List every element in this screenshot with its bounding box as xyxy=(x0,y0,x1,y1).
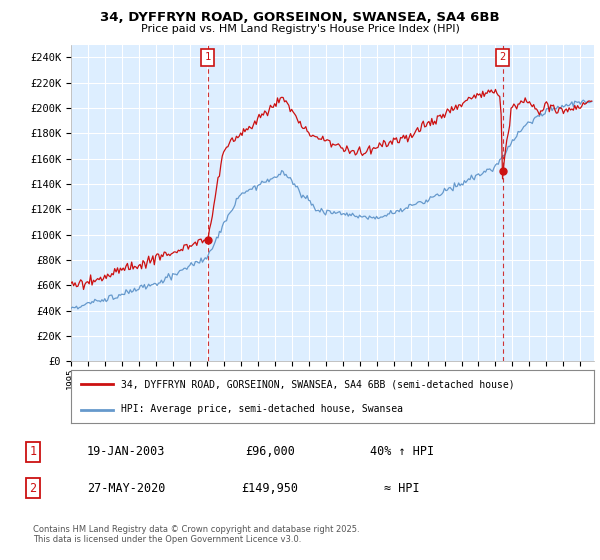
Text: HPI: Average price, semi-detached house, Swansea: HPI: Average price, semi-detached house,… xyxy=(121,404,403,414)
Text: 34, DYFFRYN ROAD, GORSEINON, SWANSEA, SA4 6BB (semi-detached house): 34, DYFFRYN ROAD, GORSEINON, SWANSEA, SA… xyxy=(121,380,514,390)
Text: Price paid vs. HM Land Registry's House Price Index (HPI): Price paid vs. HM Land Registry's House … xyxy=(140,24,460,34)
Text: £96,000: £96,000 xyxy=(245,445,295,459)
Text: 1: 1 xyxy=(29,445,37,459)
Text: ≈ HPI: ≈ HPI xyxy=(384,482,420,495)
Text: 1: 1 xyxy=(205,53,211,63)
Text: 34, DYFFRYN ROAD, GORSEINON, SWANSEA, SA4 6BB: 34, DYFFRYN ROAD, GORSEINON, SWANSEA, SA… xyxy=(100,11,500,24)
Text: 27-MAY-2020: 27-MAY-2020 xyxy=(87,482,165,495)
Text: 40% ↑ HPI: 40% ↑ HPI xyxy=(370,445,434,459)
Text: 2: 2 xyxy=(29,482,37,495)
Text: 19-JAN-2003: 19-JAN-2003 xyxy=(87,445,165,459)
Text: 2: 2 xyxy=(499,53,506,63)
Text: £149,950: £149,950 xyxy=(241,482,299,495)
Text: Contains HM Land Registry data © Crown copyright and database right 2025.
This d: Contains HM Land Registry data © Crown c… xyxy=(33,525,359,544)
